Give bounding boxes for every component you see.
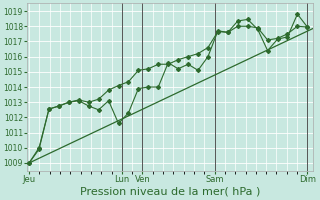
X-axis label: Pression niveau de la mer( hPa ): Pression niveau de la mer( hPa ) — [80, 187, 260, 197]
